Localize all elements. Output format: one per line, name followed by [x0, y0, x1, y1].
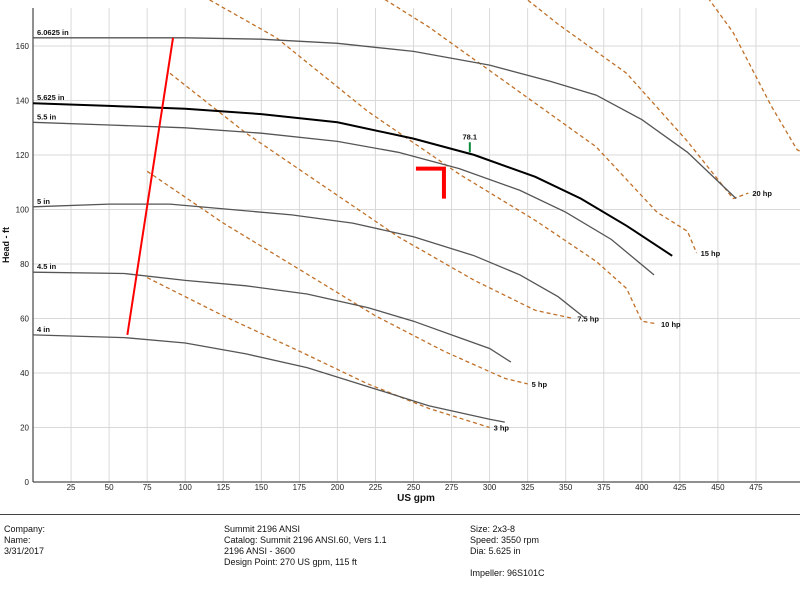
footer-product-column: Summit 2196 ANSI Catalog: Summit 2196 AN… — [224, 524, 387, 568]
min-flow-line — [127, 38, 173, 335]
x-tick-label: 350 — [559, 483, 573, 492]
model-text: 2196 ANSI - 3600 — [224, 546, 387, 557]
x-tick-label: 300 — [483, 483, 497, 492]
y-tick-label: 160 — [16, 42, 30, 51]
y-tick-label: 120 — [16, 151, 30, 160]
impeller-curve — [33, 122, 654, 275]
x-tick-label: 50 — [105, 483, 114, 492]
x-tick-label: 450 — [711, 483, 725, 492]
grid — [33, 8, 800, 482]
impeller-curve-label: 5.5 in — [37, 112, 57, 121]
power-curve-label: 15 hp — [701, 249, 721, 258]
power-curve — [337, 0, 696, 253]
company-label: Company: — [4, 524, 45, 535]
x-tick-label: 400 — [635, 483, 649, 492]
y-tick-label: 40 — [20, 369, 29, 378]
y-tick-label: 0 — [25, 478, 30, 487]
impeller-curve — [33, 204, 586, 318]
power-curve — [185, 0, 657, 324]
x-tick-label: 375 — [597, 483, 611, 492]
x-tick-label: 325 — [521, 483, 535, 492]
x-tick-label: 25 — [67, 483, 76, 492]
impeller-curves: 6.0625 in 5.625 in 5.5 in 5 in 4.5 in 4 in — [33, 28, 736, 422]
impeller-curve — [33, 272, 511, 362]
impeller-curve-label: 5.625 in — [37, 93, 65, 102]
power-curve — [688, 0, 800, 160]
y-tick-label: 20 — [20, 424, 29, 433]
y-tick-label: 60 — [20, 315, 29, 324]
impeller-curve-label: 4.5 in — [37, 262, 57, 271]
x-tick-label: 200 — [331, 483, 345, 492]
design-point-text: Design Point: 270 US gpm, 115 ft — [224, 557, 387, 568]
x-tick-label: 275 — [445, 483, 459, 492]
power-curve — [147, 278, 489, 428]
footer-customer-column: Company: Name: 3/31/2017 — [4, 524, 45, 557]
x-tick-label: 100 — [179, 483, 193, 492]
footer-spec-column: Size: 2x3-8 Speed: 3550 rpm Dia: 5.625 i… — [470, 524, 545, 579]
product-text: Summit 2196 ANSI — [224, 524, 387, 535]
power-curve-label: 20 hp — [752, 189, 772, 198]
markers: 78.1 — [127, 38, 477, 335]
power-curve-label: 7.5 hp — [577, 315, 599, 324]
impeller-curve-label: 4 in — [37, 325, 50, 334]
impeller-curve — [33, 335, 505, 422]
size-text: Size: 2x3-8 — [470, 524, 545, 535]
design-point-marker — [416, 169, 444, 199]
power-curve-label: 3 hp — [494, 424, 510, 433]
x-tick-label: 225 — [369, 483, 383, 492]
name-label: Name: — [4, 535, 45, 546]
pump-info-footer: Company: Name: 3/31/2017 Summit 2196 ANS… — [0, 514, 800, 595]
dia-text: Dia: 5.625 in — [470, 546, 545, 557]
y-axis-label: Head - ft — [1, 227, 11, 263]
x-tick-label: 75 — [143, 483, 152, 492]
power-curve — [490, 0, 749, 199]
y-tick-label: 100 — [16, 206, 30, 215]
impeller-text: Impeller: 96S101C — [470, 568, 545, 579]
power-curve-label: 10 hp — [661, 320, 681, 329]
power-curve — [170, 73, 573, 318]
y-tick-label: 80 — [20, 260, 29, 269]
x-tick-label: 150 — [255, 483, 269, 492]
power-curve-label: 5 hp — [532, 380, 548, 389]
x-tick-label: 425 — [673, 483, 687, 492]
catalog-text: Catalog: Summit 2196 ANSI.60, Vers 1.1 — [224, 535, 387, 546]
efficiency-label: 78.1 — [463, 132, 478, 141]
impeller-curve-label: 5 in — [37, 197, 50, 206]
y-tick-label: 140 — [16, 97, 30, 106]
date-text: 3/31/2017 — [4, 546, 45, 557]
x-tick-label: 250 — [407, 483, 421, 492]
x-tick-label: 125 — [217, 483, 231, 492]
x-tick-label: 475 — [749, 483, 763, 492]
x-tick-label: 175 — [293, 483, 307, 492]
impeller-curve-label: 6.0625 in — [37, 28, 69, 37]
x-axis-label: US gpm — [397, 493, 435, 504]
impeller-curve — [33, 38, 736, 199]
speed-text: Speed: 3550 rpm — [470, 535, 545, 546]
